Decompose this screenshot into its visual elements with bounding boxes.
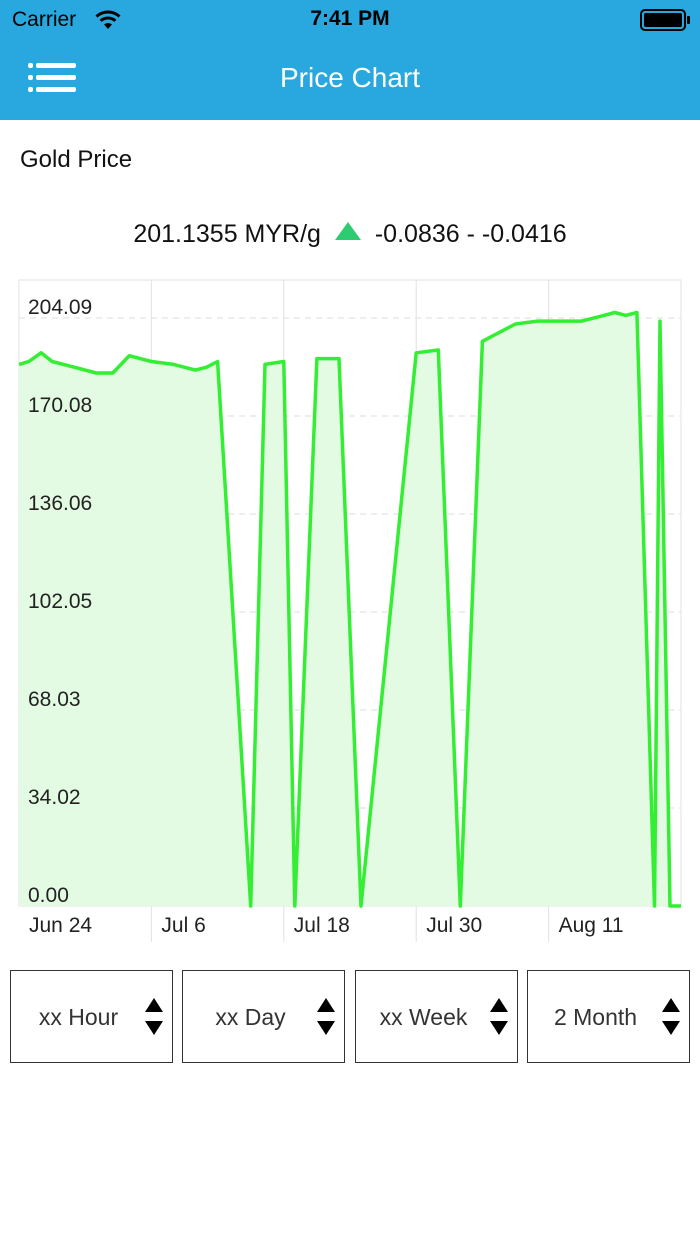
- y-tick-label: 136.06: [28, 492, 92, 515]
- y-tick-label: 170.08: [28, 394, 92, 417]
- price-change-abs: -0.0836: [374, 220, 460, 248]
- week-picker-label: xx Week: [379, 1004, 468, 1030]
- month-picker-label: 2 Month: [553, 1004, 638, 1030]
- gold-price-chart[interactable]: 0.00 34.02 68.03 102.05 136.06 170.08 204.09 J…: [0, 270, 700, 950]
- y-tick-label: 68.03: [28, 688, 81, 711]
- day-picker[interactable]: xx Day: [182, 970, 345, 1063]
- carrier-label: Carrier: [12, 8, 77, 31]
- page-title: Price Chart: [279, 62, 421, 93]
- hour-picker[interactable]: xx Hour: [10, 970, 173, 1063]
- wifi-icon: [94, 9, 122, 36]
- y-axis-labels: 0.00 34.02 68.03 102.05 136.06 170.08 204.09: [28, 296, 92, 907]
- y-tick-label: 204.09: [28, 296, 92, 319]
- hamburger-menu-icon[interactable]: [28, 58, 80, 98]
- y-tick-label: 34.02: [28, 786, 81, 809]
- x-tick-label: Jul 18: [294, 914, 350, 937]
- price-area-fill: [19, 312, 681, 906]
- price-summary: 201.1355 MYR/g -0.0836 - -0.0416: [0, 220, 700, 249]
- x-tick-label: Jul 30: [426, 914, 482, 937]
- x-axis-labels: Jun 24 Jul 6 Jul 18 Jul 30 Aug 11: [29, 914, 624, 937]
- month-picker[interactable]: 2 Month: [527, 970, 690, 1063]
- trend-up-icon: [334, 219, 362, 248]
- y-tick-label: 0.00: [28, 884, 69, 907]
- stepper-arrows-icon[interactable]: [489, 997, 509, 1042]
- price-line-series: [18, 310, 681, 908]
- y-tick-label: 102.05: [28, 590, 92, 613]
- stepper-arrows-icon[interactable]: [316, 997, 336, 1042]
- stepper-arrows-icon[interactable]: [144, 997, 164, 1042]
- stepper-arrows-icon[interactable]: [661, 997, 681, 1042]
- period-pickers: xx Hour xx Day xx Week 2 Month: [0, 970, 700, 1064]
- battery-icon: [640, 9, 692, 36]
- price-value: 201.1355 MYR/g: [133, 220, 321, 248]
- price-separator: -: [459, 220, 482, 248]
- x-tick-label: Aug 11: [559, 914, 624, 937]
- price-change-pct: -0.0416: [481, 220, 567, 248]
- week-picker[interactable]: xx Week: [355, 970, 518, 1063]
- status-time: 7:41 PM: [310, 7, 390, 30]
- section-title: Gold Price: [20, 146, 133, 173]
- x-tick-label: Jun 24: [29, 914, 92, 937]
- x-tick-label: Jul 6: [161, 914, 205, 937]
- hour-picker-label: xx Hour: [38, 1004, 119, 1030]
- day-picker-label: xx Day: [215, 1004, 286, 1030]
- status-bar: Carrier 7:41 PM: [0, 0, 700, 40]
- nav-bar: Price Chart: [0, 40, 700, 120]
